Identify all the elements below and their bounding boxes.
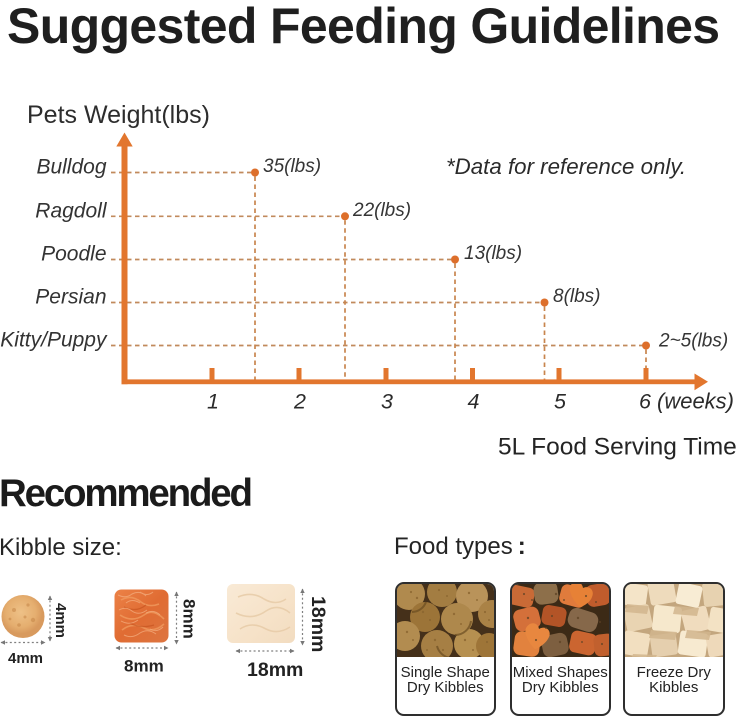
svg-text:1: 1 (207, 390, 219, 414)
svg-text:8mm: 8mm (124, 657, 164, 676)
svg-text:Poodle: Poodle (41, 243, 106, 266)
svg-text:18mm: 18mm (307, 596, 329, 652)
svg-text:5: 5 (554, 390, 567, 414)
svg-text:Pets Weight(lbs): Pets Weight(lbs) (27, 101, 210, 129)
svg-text:13(lbs): 13(lbs) (464, 243, 522, 264)
svg-text:Ragdoll: Ragdoll (35, 199, 108, 222)
svg-text:Bulldog: Bulldog (36, 156, 106, 179)
svg-text:*Data for reference only.: *Data for reference only. (446, 154, 686, 179)
svg-text:8mm: 8mm (180, 599, 199, 639)
svg-text:5L Food Serving Time: 5L Food Serving Time (498, 434, 736, 461)
svg-text:4: 4 (468, 390, 480, 414)
svg-text:22(lbs): 22(lbs) (352, 200, 411, 221)
svg-text:2: 2 (293, 390, 306, 414)
svg-text:4mm: 4mm (8, 650, 43, 667)
svg-text:2~5(lbs): 2~5(lbs) (658, 331, 728, 352)
svg-text:3: 3 (381, 390, 393, 414)
svg-text:Persian: Persian (35, 286, 106, 309)
svg-text:4mm: 4mm (52, 603, 69, 638)
svg-text:6: 6 (639, 390, 651, 414)
svg-text:Kitty/Puppy: Kitty/Puppy (0, 329, 108, 352)
svg-text:35(lbs): 35(lbs) (263, 156, 321, 177)
svg-text:8(lbs): 8(lbs) (553, 286, 601, 307)
svg-text:18mm: 18mm (247, 659, 303, 681)
svg-text:(weeks): (weeks) (657, 389, 734, 414)
